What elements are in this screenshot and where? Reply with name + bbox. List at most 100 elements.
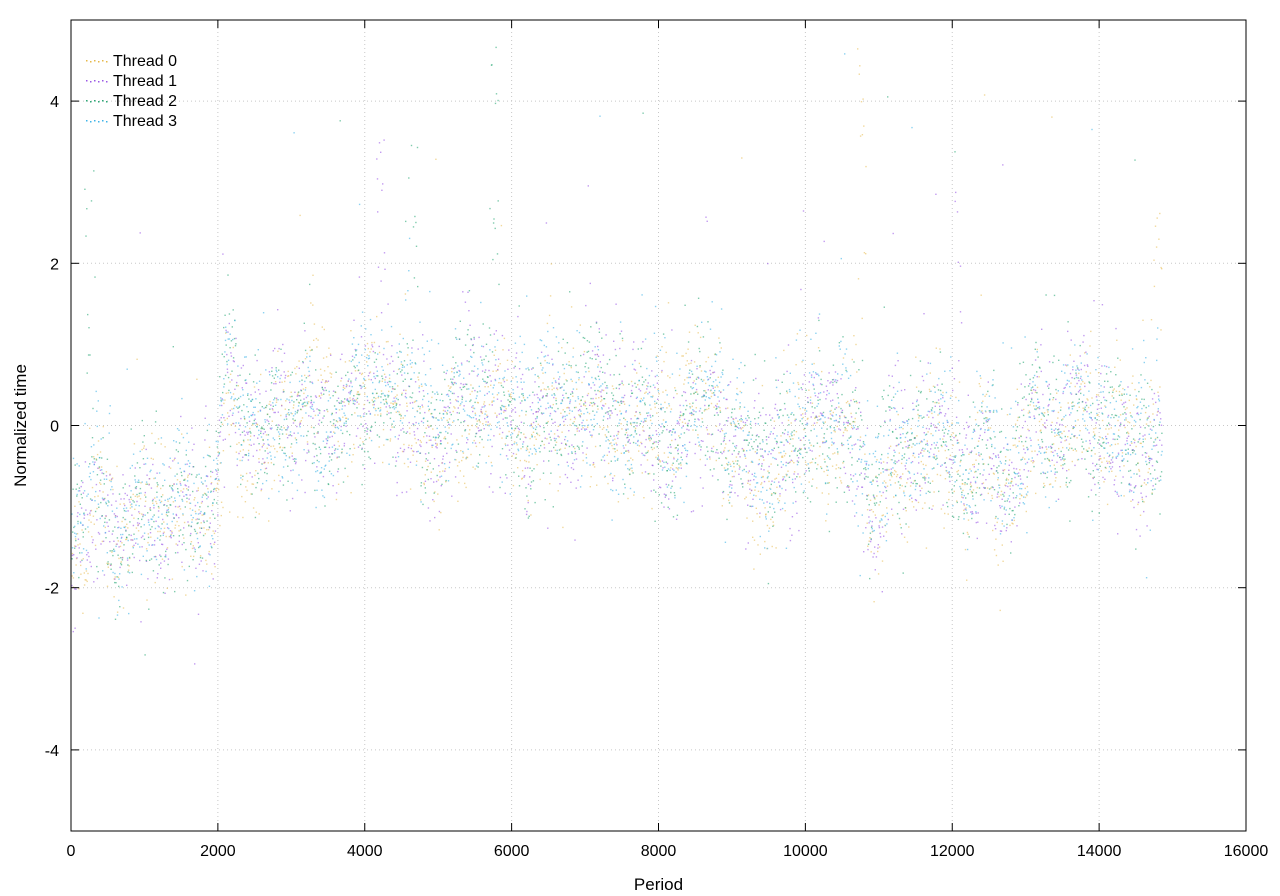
data-point <box>93 456 95 458</box>
data-point <box>329 353 332 355</box>
data-point <box>697 297 700 299</box>
data-point <box>918 462 920 464</box>
data-point <box>761 463 763 465</box>
data-point <box>604 412 607 414</box>
data-point <box>240 417 242 420</box>
data-point <box>1065 439 1068 441</box>
data-point <box>162 518 164 521</box>
data-point <box>841 393 843 396</box>
data-point <box>661 369 663 372</box>
data-point <box>745 496 747 498</box>
data-point <box>996 496 998 498</box>
data-point <box>844 426 846 429</box>
data-point <box>832 364 835 366</box>
data-point <box>369 351 371 353</box>
data-point <box>290 469 292 472</box>
data-point <box>969 451 971 454</box>
data-point <box>268 371 271 373</box>
data-point <box>842 336 844 338</box>
data-point <box>479 454 481 456</box>
data-point <box>85 579 87 581</box>
data-point <box>438 529 440 531</box>
data-point <box>332 395 334 397</box>
data-point <box>774 407 776 410</box>
data-point <box>827 503 829 505</box>
data-point <box>769 433 771 435</box>
data-point <box>803 428 805 431</box>
data-point <box>386 410 388 413</box>
data-point <box>374 414 376 416</box>
data-point <box>525 436 527 439</box>
data-point <box>434 491 436 493</box>
data-point <box>131 571 133 574</box>
data-point <box>375 366 377 368</box>
data-point <box>357 446 360 448</box>
data-point <box>988 456 991 458</box>
data-point <box>848 485 850 488</box>
data-point <box>264 468 267 470</box>
data-point <box>1141 454 1144 456</box>
data-point <box>689 403 691 405</box>
data-point <box>1095 396 1098 398</box>
data-point <box>614 438 616 440</box>
data-point <box>1073 405 1076 407</box>
data-point <box>448 418 451 420</box>
data-point <box>351 355 354 357</box>
data-point <box>466 456 469 459</box>
data-point <box>654 403 656 405</box>
data-point <box>1092 477 1094 480</box>
data-point <box>724 447 726 449</box>
data-point <box>337 440 339 443</box>
data-point <box>604 381 606 384</box>
data-point <box>712 445 715 448</box>
data-point <box>197 522 199 524</box>
data-point <box>445 481 447 483</box>
data-point <box>344 467 346 470</box>
data-point <box>165 550 167 553</box>
data-point <box>1103 481 1105 483</box>
data-point <box>557 425 560 427</box>
data-point <box>375 397 377 400</box>
data-point <box>318 419 321 422</box>
data-point <box>881 396 883 398</box>
data-point <box>761 465 763 467</box>
data-point <box>80 493 82 496</box>
data-point <box>423 395 425 397</box>
data-point <box>558 449 561 451</box>
data-point <box>380 390 383 392</box>
data-point <box>984 431 986 434</box>
data-point <box>625 444 627 446</box>
data-point <box>507 399 509 401</box>
data-point <box>887 394 889 397</box>
data-point <box>853 401 856 403</box>
data-point <box>272 409 274 411</box>
data-point <box>734 425 736 428</box>
data-point <box>194 510 197 513</box>
data-point <box>199 556 202 559</box>
data-point <box>646 451 649 454</box>
data-point <box>1156 217 1158 219</box>
data-point <box>819 418 821 421</box>
data-point <box>593 463 595 466</box>
data-point <box>965 434 968 436</box>
data-point <box>396 394 398 396</box>
data-point <box>90 509 93 512</box>
data-point <box>639 434 641 436</box>
data-point <box>447 393 449 396</box>
data-point <box>1072 449 1074 451</box>
data-point <box>587 185 589 187</box>
data-point <box>476 391 479 393</box>
data-point <box>976 537 978 540</box>
data-point <box>100 543 102 545</box>
data-point <box>350 382 352 384</box>
data-point <box>991 497 994 499</box>
data-point <box>812 424 814 426</box>
data-point <box>938 450 940 452</box>
data-point <box>609 374 612 376</box>
data-point <box>851 464 853 466</box>
data-point <box>317 432 319 434</box>
data-point <box>174 505 177 508</box>
data-point <box>1014 506 1016 508</box>
data-point <box>1006 414 1009 416</box>
data-point <box>839 467 842 470</box>
